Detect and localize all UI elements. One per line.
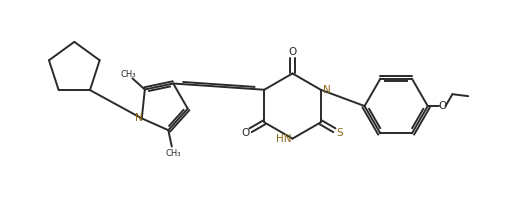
Text: CH₃: CH₃ bbox=[166, 149, 181, 158]
Text: O: O bbox=[241, 128, 249, 138]
Text: CH₃: CH₃ bbox=[120, 70, 136, 79]
Text: O: O bbox=[289, 47, 297, 57]
Text: S: S bbox=[336, 128, 343, 138]
Text: N: N bbox=[323, 85, 331, 95]
Text: HN: HN bbox=[276, 134, 292, 144]
Text: O: O bbox=[438, 101, 447, 111]
Text: N: N bbox=[135, 113, 143, 123]
